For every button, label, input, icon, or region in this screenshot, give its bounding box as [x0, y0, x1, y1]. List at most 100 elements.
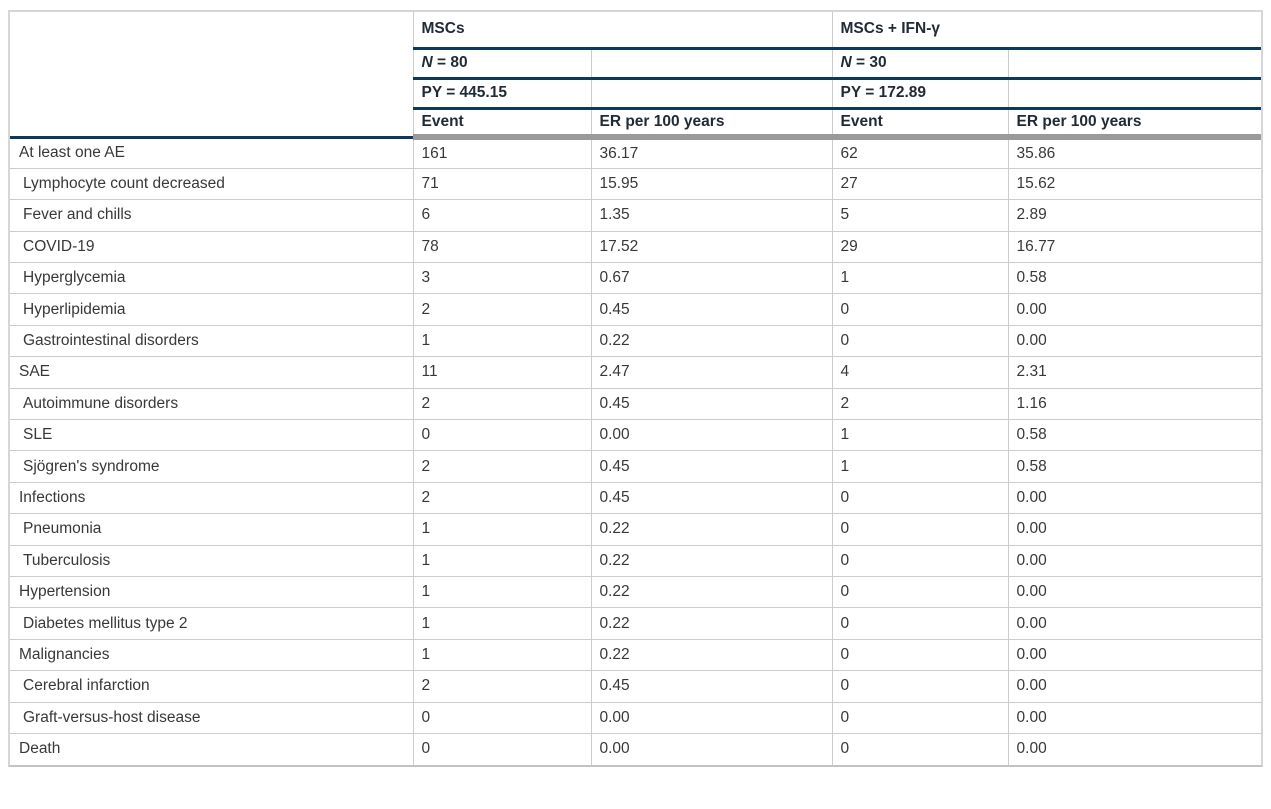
ifn-er-cell: 0.00 [1008, 482, 1262, 515]
ae-label-cell: Fever and chills [10, 199, 414, 232]
py-mscs: PY = 445.15 [413, 78, 592, 110]
table-row: Hypertension 1 0.22 0 0.00 [10, 576, 1262, 609]
ifn-er-cell: 0.00 [1008, 639, 1262, 672]
mscs-event-cell: 2 [413, 388, 592, 421]
ifn-er-cell: 35.86 [1008, 137, 1262, 169]
mscs-event-cell: 1 [413, 325, 592, 358]
mscs-event-cell: 1 [413, 513, 592, 546]
mscs-event-cell: 2 [413, 450, 592, 483]
table-row: SLE 0 0.00 1 0.58 [10, 419, 1262, 452]
ifn-event-cell: 0 [832, 576, 1009, 609]
col-header-er-mscs: ER per 100 years [591, 108, 833, 140]
ifn-er-cell: 0.00 [1008, 607, 1262, 640]
ifn-event-cell: 29 [832, 231, 1009, 264]
table-row: Fever and chills 6 1.35 5 2.89 [10, 199, 1262, 232]
adverse-events-table: MSCs MSCs + IFN-γ N = 80 N = 30 PY = 445… [8, 10, 1263, 767]
group-header-mscs-ifn: MSCs + IFN-γ [832, 12, 1262, 50]
ifn-event-cell: 0 [832, 607, 1009, 640]
ae-label-cell: Infections [10, 482, 414, 515]
ae-label-cell: Hyperglycemia [10, 262, 414, 295]
ifn-event-cell: 27 [832, 168, 1009, 201]
table-row: Hyperglycemia 3 0.67 1 0.58 [10, 262, 1262, 295]
table-row: SAE 11 2.47 4 2.31 [10, 356, 1262, 389]
ifn-event-cell: 62 [832, 137, 1009, 169]
ifn-er-cell: 15.62 [1008, 168, 1262, 201]
ifn-er-cell: 2.89 [1008, 199, 1262, 232]
ifn-er-cell: 0.00 [1008, 293, 1262, 326]
ifn-er-cell: 0.00 [1008, 513, 1262, 546]
mscs-event-cell: 2 [413, 670, 592, 703]
mscs-event-cell: 0 [413, 733, 592, 765]
mscs-event-cell: 11 [413, 356, 592, 389]
ae-label-cell: Sjögren's syndrome [10, 450, 414, 483]
ae-label-cell: Hypertension [10, 576, 414, 609]
mscs-er-cell: 0.00 [591, 733, 833, 765]
mscs-er-cell: 0.45 [591, 670, 833, 703]
ae-label-cell: Diabetes mellitus type 2 [10, 607, 414, 640]
ifn-er-cell: 0.00 [1016, 740, 1047, 758]
mscs-er-cell: 0.45 [591, 388, 833, 421]
table-row: Hyperlipidemia 2 0.45 0 0.00 [10, 293, 1262, 326]
mscs-er-cell: 36.17 [591, 137, 833, 169]
ae-label-cell: Malignancies [10, 639, 414, 672]
ae-label-cell: SAE [10, 356, 414, 389]
ifn-event-cell: 0 [832, 325, 1009, 358]
mscs-event-cell: 71 [413, 168, 592, 201]
n-mscs-ifn: N = 30 [832, 48, 1009, 80]
header-row-columns: Event ER per 100 years Event ER per 100 … [10, 108, 1262, 140]
n-value: = 80 [432, 54, 468, 71]
mscs-er-cell: 1.35 [591, 199, 833, 232]
mscs-event-cell: 1 [413, 545, 592, 577]
mscs-er-cell: 0.22 [591, 545, 833, 577]
py-mscs-spacer [591, 78, 833, 110]
mscs-er-cell: 17.52 [591, 231, 833, 264]
header-row-py: PY = 445.15 PY = 172.89 [10, 78, 1262, 110]
n-italic: N [840, 54, 852, 71]
ae-label-cell: Tuberculosis [10, 545, 414, 577]
mscs-er-cell: 0.22 [591, 513, 833, 546]
mscs-event-cell: 1 [413, 639, 592, 672]
ifn-event-cell: 0 [832, 482, 1009, 515]
mscs-er-cell: 0.45 [591, 293, 833, 326]
n-italic: N [421, 54, 433, 71]
mscs-er-cell: 0.45 [591, 450, 833, 483]
mscs-event-cell: 2 [413, 293, 592, 326]
mscs-event-cell: 3 [413, 262, 592, 295]
ifn-event-cell: 0 [832, 670, 1009, 703]
ifn-event-cell: 4 [832, 356, 1009, 389]
col-header-event-mscs: Event [413, 108, 592, 140]
corner-cell [10, 12, 414, 139]
ifn-er-cell: 0.00 [1008, 670, 1262, 703]
col-header-er-ifn: ER per 100 years [1008, 108, 1262, 140]
ifn-event-cell: 1 [832, 450, 1009, 483]
mscs-event-cell: 0 [413, 702, 592, 734]
ae-label-cell: At least one AE [10, 137, 414, 169]
ae-table: MSCs MSCs + IFN-γ N = 80 N = 30 PY = 445… [10, 12, 1262, 765]
table-row: Malignancies 1 0.22 0 0.00 [10, 639, 1262, 672]
mscs-er-cell: 0.67 [591, 262, 833, 295]
ifn-event-cell: 0 [832, 513, 1009, 546]
ifn-er-cell: 16.77 [1008, 231, 1262, 264]
table-row: At least one AE 161 36.17 62 35.86 [10, 137, 1262, 169]
mscs-er-cell: 0.00 [591, 702, 833, 734]
ae-label-cell: SLE [10, 419, 414, 452]
ifn-event-cell: 0 [832, 733, 1009, 765]
ifn-er-cell: 0.58 [1008, 262, 1262, 295]
ifn-event-cell: 2 [832, 388, 1009, 421]
ae-label-cell: Hyperlipidemia [10, 293, 414, 326]
table-body: At least one AE 161 36.17 62 35.86 Lymph… [10, 137, 1262, 765]
ae-label-cell: Death [10, 733, 414, 765]
ifn-event-cell: 0 [832, 293, 1009, 326]
table-row: Graft-versus-host disease 0 0.00 0 0.00 [10, 702, 1262, 734]
mscs-event-cell: 0 [413, 419, 592, 452]
n-mscs-spacer [591, 48, 833, 80]
table-row: Lymphocyte count decreased 71 15.95 27 1… [10, 168, 1262, 201]
table-row: Tuberculosis 1 0.22 0 0.00 [10, 545, 1262, 577]
ifn-er-cell: 0.00 [1008, 545, 1262, 577]
mscs-er-cell: 0.22 [591, 639, 833, 672]
ifn-event-cell: 1 [832, 419, 1009, 452]
ifn-event-cell: 0 [832, 639, 1009, 672]
mscs-er-cell: 0.22 [591, 607, 833, 640]
mscs-er-cell: 15.95 [591, 168, 833, 201]
mscs-er-cell: 0.22 [591, 576, 833, 609]
